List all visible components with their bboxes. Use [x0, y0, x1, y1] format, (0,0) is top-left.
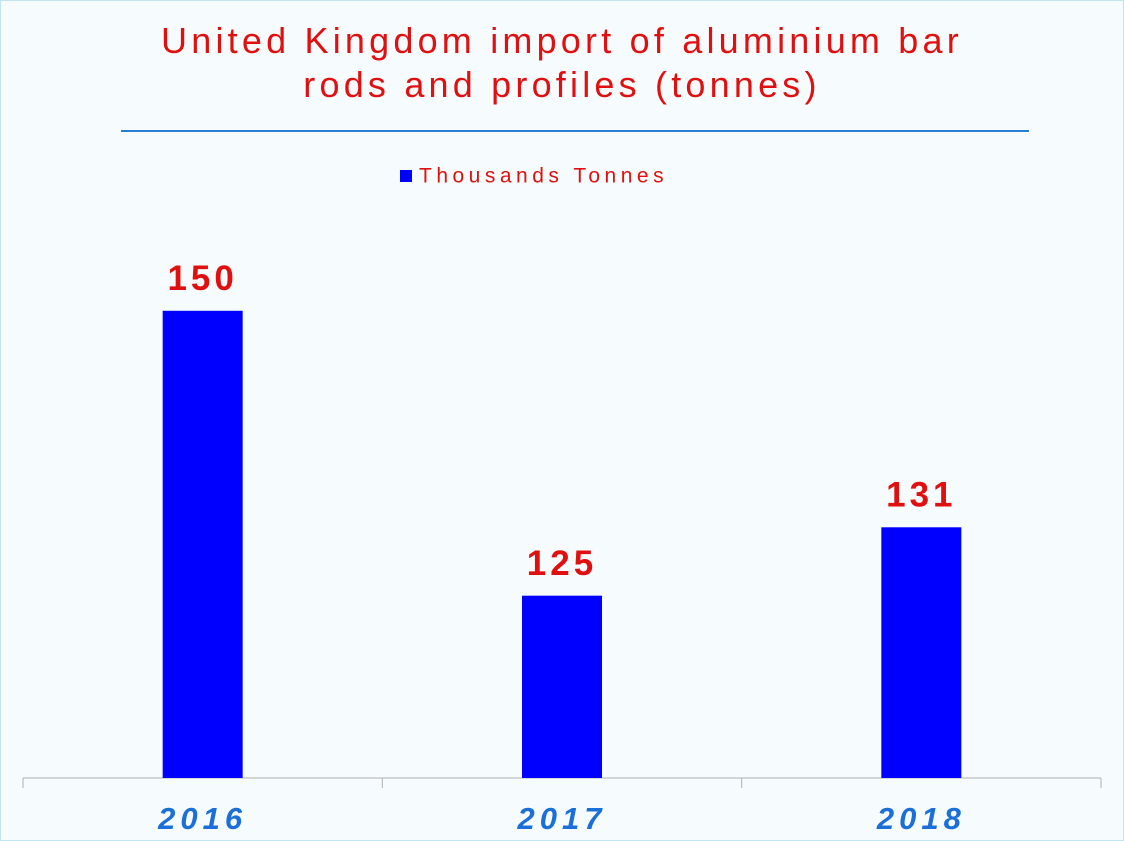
value-label: 131: [886, 476, 956, 515]
legend-label: Thousands Tonnes: [419, 165, 668, 188]
value-label: 125: [527, 544, 597, 583]
x-tick-label: 2017: [517, 801, 607, 836]
x-tick-label: 2018: [876, 801, 966, 836]
bar: [162, 310, 243, 778]
value-label: 150: [167, 259, 237, 298]
bar: [522, 595, 602, 778]
chart-title: United Kingdom import of aluminium bar r…: [161, 20, 963, 105]
x-tick-label: 2016: [157, 801, 247, 836]
legend-swatch: [400, 170, 412, 182]
bar: [881, 527, 962, 778]
